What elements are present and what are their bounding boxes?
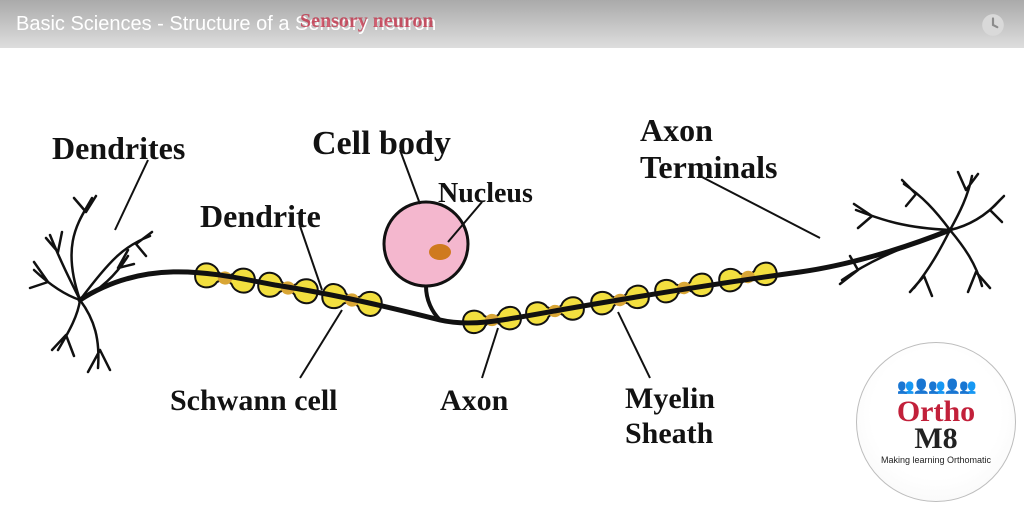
axon-terminals-right (840, 172, 1004, 296)
watermark-brand-top: Ortho (897, 398, 975, 425)
label-axon: Axon (440, 384, 508, 419)
video-title-bar: Sensory neuron Basic Sciences - Structur… (0, 0, 1024, 48)
nucleus (429, 244, 451, 260)
dendrites-left (30, 196, 152, 372)
watch-later-icon[interactable] (980, 12, 1006, 38)
watermark-tagline: Making learning Orthomatic (881, 455, 991, 465)
watermark-brand-bottom: M8 (914, 425, 957, 452)
label-dendrites: Dendrites (52, 130, 185, 167)
video-title: Basic Sciences - Structure of a Sensory … (16, 13, 436, 36)
label-myelin-sheath: Myelin Sheath (625, 382, 715, 451)
watermark-crowd-icon: 👥👤👥👤👥 (897, 379, 974, 396)
channel-watermark[interactable]: 👥👤👥👤👥 Ortho M8 Making learning Orthomati… (856, 342, 1016, 502)
label-nucleus: Nucleus (438, 178, 533, 210)
label-dendrite: Dendrite (200, 198, 321, 235)
label-schwann-cell: Schwann cell (170, 384, 338, 419)
label-axon-terminals: Axon Terminals (640, 112, 778, 186)
cell-body (384, 202, 468, 286)
diagram-stage: Dendrites Cell body Nucleus Axon Termina… (0, 48, 1024, 508)
label-cell-body: Cell body (312, 124, 451, 163)
